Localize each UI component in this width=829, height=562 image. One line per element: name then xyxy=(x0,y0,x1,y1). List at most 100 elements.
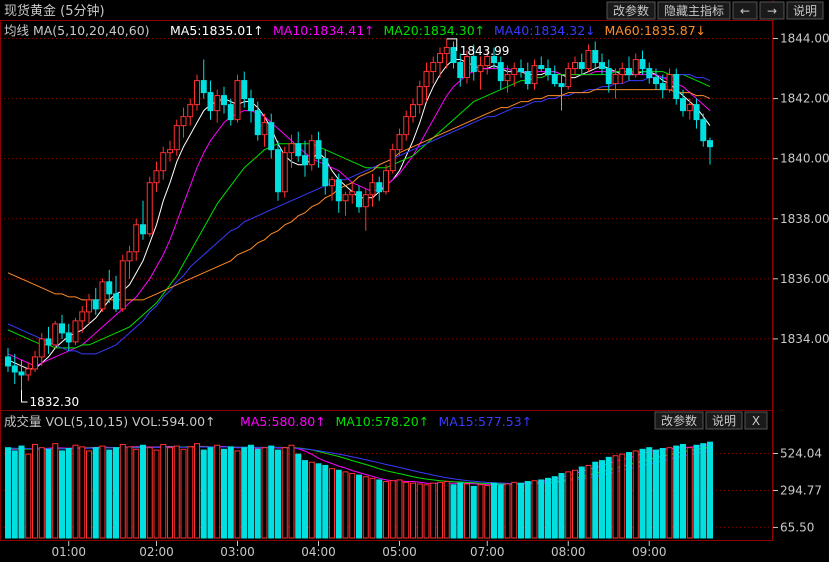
volume-bar xyxy=(133,448,140,539)
candle xyxy=(504,65,511,93)
volume-bar xyxy=(464,483,470,539)
candle xyxy=(558,74,565,111)
volume-bar xyxy=(646,447,653,539)
volume-bar xyxy=(376,479,383,539)
candle xyxy=(119,254,126,312)
candle-body xyxy=(437,53,443,64)
volume-bar xyxy=(497,484,504,539)
volume-bar xyxy=(248,444,254,539)
vol-legend-label: 成交量 VOL(5,10,15) VOL:594.00↑ xyxy=(4,414,216,429)
button-frame[interactable] xyxy=(744,411,768,430)
candle xyxy=(680,89,686,117)
candle-body xyxy=(558,83,565,88)
candle-body xyxy=(113,293,119,310)
candle-body xyxy=(389,149,396,172)
candle-body xyxy=(653,77,659,85)
volume-bar xyxy=(241,447,248,539)
button-frame[interactable] xyxy=(654,411,704,430)
ma-line-ma40 xyxy=(7,74,711,355)
volume-bar xyxy=(410,482,416,539)
candle xyxy=(281,146,288,198)
volume-bar xyxy=(592,461,599,539)
candle xyxy=(106,269,113,303)
toolbar-button[interactable]: 说明 xyxy=(786,1,824,20)
button-label[interactable]: ← xyxy=(740,4,750,18)
volume-bar xyxy=(153,449,160,539)
candle-body xyxy=(410,104,416,118)
toolbar-button[interactable]: X xyxy=(744,411,768,430)
toolbar-button[interactable]: 隐藏主指标 xyxy=(657,1,731,20)
button-label[interactable]: 改参数 xyxy=(613,3,649,18)
volume-bar xyxy=(673,445,680,539)
vol-legend-item: MA15:577.53↑ xyxy=(439,414,533,429)
button-label[interactable]: 说明 xyxy=(793,3,817,18)
candle xyxy=(450,41,457,69)
candle xyxy=(626,56,632,81)
candle-body xyxy=(79,311,86,322)
candle-body xyxy=(538,65,545,70)
toolbar-button[interactable]: ← xyxy=(732,1,758,20)
time-tick-label: 08:00 xyxy=(551,545,586,558)
volume-bar xyxy=(369,477,376,539)
volume-bar xyxy=(11,450,18,539)
button-frame[interactable] xyxy=(705,411,743,430)
candle xyxy=(349,182,356,204)
high-price-annotation: 1843.99 xyxy=(446,38,509,58)
candle xyxy=(410,98,416,123)
candle-body xyxy=(302,155,308,166)
candle xyxy=(464,50,470,84)
button-label[interactable]: 说明 xyxy=(712,413,736,428)
candle-body xyxy=(349,191,356,196)
time-tick-label: 04:00 xyxy=(301,545,336,558)
candle xyxy=(126,245,133,279)
button-label[interactable]: 隐藏主指标 xyxy=(664,3,724,18)
volume-bar xyxy=(504,483,511,539)
candle-body xyxy=(200,80,207,94)
button-frame[interactable] xyxy=(786,1,824,20)
candle xyxy=(32,350,38,372)
toolbar-button[interactable]: 说明 xyxy=(705,411,743,430)
volume-bar xyxy=(342,471,349,539)
button-label[interactable]: X xyxy=(752,414,760,428)
toolbar-button[interactable]: 改参数 xyxy=(654,411,704,430)
candle-body xyxy=(639,59,646,70)
button-label[interactable]: 改参数 xyxy=(661,413,697,428)
volume-bar xyxy=(389,480,396,539)
volume-bar xyxy=(700,443,707,539)
candle xyxy=(646,62,653,84)
candle xyxy=(376,176,383,201)
button-frame[interactable] xyxy=(759,1,785,20)
candle-body xyxy=(612,74,619,85)
annotation-leader xyxy=(21,389,28,403)
candle xyxy=(295,131,302,162)
candle-body xyxy=(572,62,578,70)
candle xyxy=(659,74,666,99)
volume-bar xyxy=(79,446,86,539)
candle-body xyxy=(619,68,626,76)
volume-bar xyxy=(72,444,79,539)
candle xyxy=(362,188,369,231)
volume-bar xyxy=(187,446,194,539)
toolbar-button[interactable]: 改参数 xyxy=(606,1,656,20)
candle-body xyxy=(524,71,531,85)
candle xyxy=(302,140,308,177)
toolbar-button[interactable]: → xyxy=(759,1,785,20)
volume-bar xyxy=(329,468,335,539)
button-label[interactable]: → xyxy=(767,4,777,18)
candle xyxy=(248,89,254,123)
candle-body xyxy=(686,104,693,112)
candle xyxy=(491,47,497,69)
candle-body xyxy=(470,56,477,73)
candle-body xyxy=(592,50,599,64)
candle-body xyxy=(497,62,504,82)
button-frame[interactable] xyxy=(606,1,656,20)
candle-body xyxy=(626,68,632,76)
candle xyxy=(133,218,140,261)
volume-bar xyxy=(707,441,713,539)
time-tick-label: 03:00 xyxy=(220,545,255,558)
volume-bar xyxy=(531,480,538,539)
volume-tick-label: 524.04 xyxy=(780,446,822,460)
volume-bar xyxy=(126,446,133,539)
button-frame[interactable] xyxy=(732,1,758,20)
button-frame[interactable] xyxy=(657,1,731,20)
